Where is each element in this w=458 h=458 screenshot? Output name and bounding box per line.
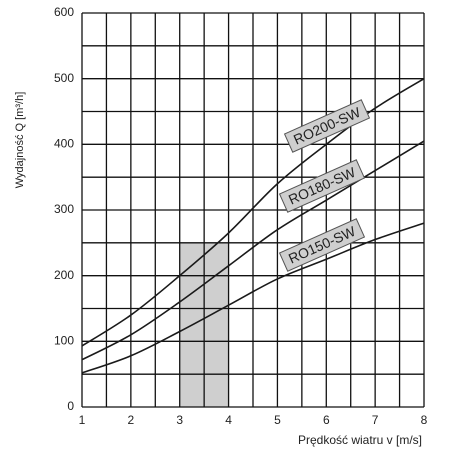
x-tick-label: 2: [128, 413, 135, 427]
series-label-box: [278, 159, 366, 213]
x-tick-label: 3: [176, 413, 183, 427]
x-axis-title: Prędkość wiatru v [m/s]: [298, 433, 422, 447]
y-tick-label: 600: [54, 5, 74, 19]
y-tick-label: 500: [54, 71, 74, 85]
x-tick-label: 7: [372, 413, 379, 427]
y-axis-title: Wydajność Q [m³/h]: [14, 92, 26, 188]
x-tick-label: 8: [421, 413, 428, 427]
x-tick-label: 1: [79, 413, 86, 427]
series-label-box: [283, 99, 371, 153]
y-tick-label: 400: [54, 137, 74, 151]
series-line: [81, 77, 425, 347]
series-label-box: [278, 218, 366, 272]
x-tick-label: 6: [323, 413, 330, 427]
x-tick-label: 5: [274, 413, 281, 427]
y-tick-label: 100: [54, 334, 74, 348]
y-tick-label: 300: [54, 202, 74, 216]
series-line: [81, 222, 425, 374]
series-label: RO180-SW: [278, 159, 366, 213]
y-tick-label: 0: [67, 399, 74, 413]
series-line: [81, 140, 425, 361]
x-tick-label: 4: [225, 413, 232, 427]
series-label: RO150-SW: [278, 218, 366, 272]
y-tick-label: 200: [54, 268, 74, 282]
